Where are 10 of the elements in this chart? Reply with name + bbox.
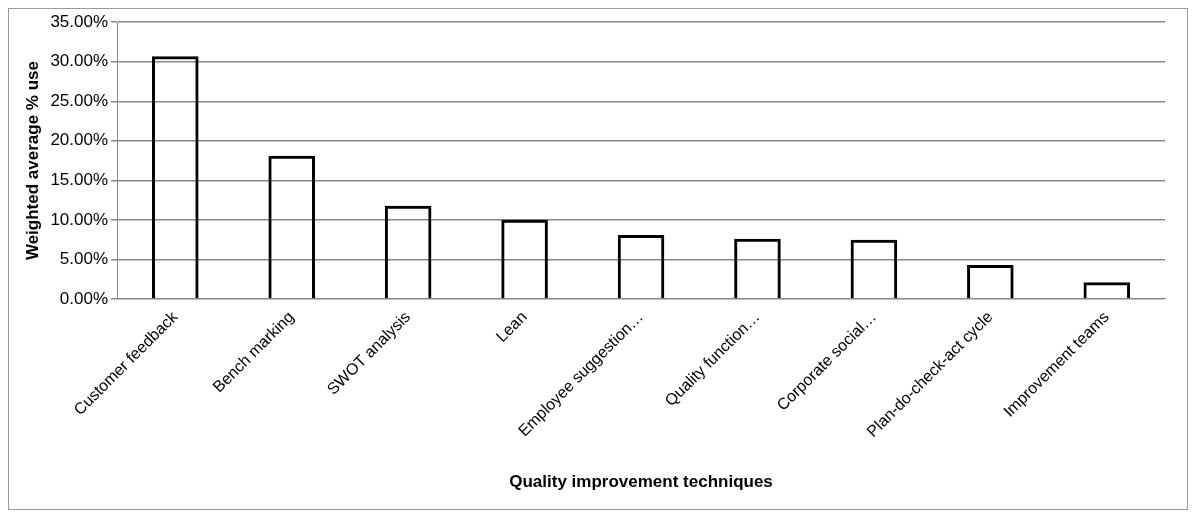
- y-tick-label: 25.00%: [50, 90, 109, 110]
- y-tick-label: 0.00%: [59, 288, 109, 308]
- y-tick-label: 5.00%: [59, 249, 109, 269]
- y-tick-label: 10.00%: [50, 209, 109, 229]
- y-tick-label: 15.00%: [50, 170, 109, 190]
- y-tick-label: 35.00%: [50, 11, 109, 31]
- x-axis-title: Quality improvement techniques: [509, 472, 773, 492]
- y-tick-label: 20.00%: [50, 130, 109, 150]
- y-axis-title: Weighted average % use: [22, 61, 42, 261]
- y-tick-label: 30.00%: [50, 51, 109, 71]
